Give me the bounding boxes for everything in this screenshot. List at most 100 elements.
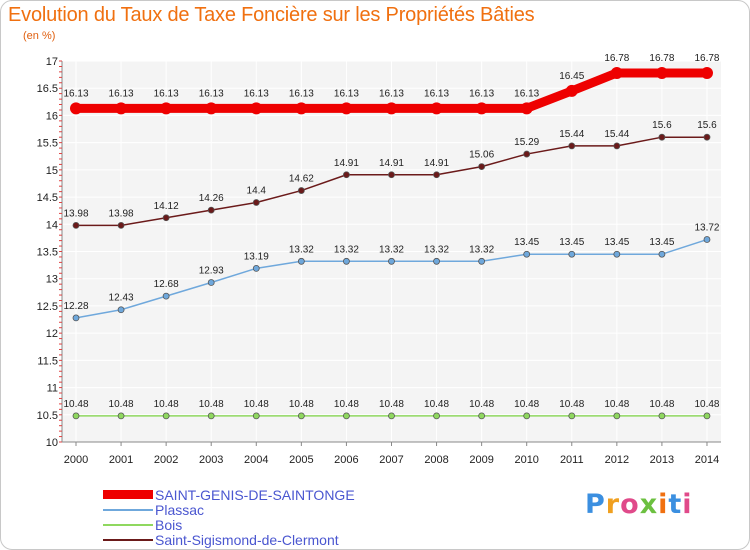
y-tick-label: 10.5	[37, 410, 58, 422]
data-label: 14.62	[289, 174, 314, 185]
data-point	[207, 206, 215, 214]
data-point	[385, 102, 398, 115]
data-label: 14.91	[334, 158, 359, 169]
data-label: 10.48	[379, 399, 404, 410]
y-tick-label: 12.5	[37, 301, 58, 313]
y-tick-label: 16	[46, 110, 58, 122]
data-label: 10.48	[289, 399, 314, 410]
x-tick-label: 2009	[469, 454, 493, 466]
line-chart: 10 10.5 11 11.5 12 12.5 13 13.5 14 14.5 15 15.5 16 16…	[37, 53, 721, 466]
data-point	[565, 84, 578, 97]
data-point	[207, 279, 215, 286]
data-label: 13.19	[244, 251, 269, 262]
x-tick-label: 2006	[334, 454, 358, 466]
data-label: 13.32	[379, 244, 404, 255]
data-point	[252, 199, 260, 206]
data-point	[162, 214, 170, 222]
data-point	[117, 412, 125, 420]
y-tick-label: 10	[46, 437, 58, 449]
data-label: 13.45	[514, 237, 539, 248]
y-tick-label: 11.5	[37, 355, 58, 367]
data-label: 15.6	[697, 120, 717, 131]
data-label: 16.13	[154, 88, 179, 99]
data-point	[343, 412, 350, 420]
data-label: 13.45	[559, 237, 584, 248]
data-point	[658, 250, 666, 258]
y-tick-label: 17	[46, 56, 58, 68]
data-label: 13.45	[649, 237, 674, 248]
data-point	[475, 102, 488, 115]
data-label: 14.4	[247, 186, 267, 197]
data-point	[205, 102, 218, 115]
data-point	[70, 102, 82, 115]
x-tick-label: 2008	[424, 454, 448, 466]
data-label: 15.29	[514, 137, 539, 148]
data-point	[162, 412, 170, 420]
data-point	[297, 412, 305, 420]
legend-label: Plassac	[155, 502, 205, 518]
legend-swatch	[103, 539, 153, 541]
chart-unit-label: (en %)	[23, 30, 56, 42]
data-point	[297, 187, 305, 194]
data-label: 15.44	[604, 129, 629, 140]
x-tick-label: 2014	[695, 454, 719, 466]
data-point	[162, 292, 170, 300]
x-tick-label: 2010	[514, 454, 538, 466]
data-label: 15.44	[559, 129, 584, 140]
y-tick-label: 16.5	[37, 83, 58, 95]
data-label: 13.98	[63, 208, 88, 219]
x-tick-label: 2000	[64, 454, 88, 466]
data-point	[343, 257, 350, 265]
data-label: 10.48	[63, 399, 88, 410]
data-point	[568, 250, 576, 258]
data-point	[117, 221, 125, 229]
data-point	[295, 102, 308, 115]
data-point	[658, 412, 666, 420]
y-tick-label: 12	[46, 328, 58, 340]
data-label: 16.13	[514, 88, 539, 99]
data-label: 10.48	[154, 399, 179, 410]
data-label: 16.45	[559, 71, 584, 82]
data-label: 10.48	[244, 399, 269, 410]
data-label: 16.78	[604, 53, 629, 64]
data-label: 10.48	[334, 399, 359, 410]
data-label: 16.13	[334, 88, 359, 99]
data-label: 15.6	[652, 120, 672, 131]
data-point	[520, 102, 533, 115]
data-label: 14.26	[199, 193, 224, 204]
data-point	[478, 257, 486, 265]
data-point	[433, 257, 440, 265]
x-tick-label: 2004	[244, 454, 268, 466]
y-tick-label: 15	[46, 165, 58, 177]
data-point	[430, 102, 443, 115]
data-point	[433, 412, 440, 420]
data-label: 13.72	[694, 223, 719, 234]
data-label: 16.78	[694, 53, 719, 64]
logo-letter: P	[585, 489, 606, 520]
data-point	[658, 133, 666, 141]
data-point	[117, 306, 125, 314]
y-tick-label: 14	[46, 219, 58, 231]
data-point	[72, 314, 80, 322]
data-point	[250, 102, 263, 115]
data-point	[388, 257, 395, 265]
data-point	[478, 412, 486, 420]
data-label: 10.48	[109, 399, 134, 410]
data-label: 16.13	[63, 88, 88, 99]
data-point	[700, 66, 713, 79]
data-label: 10.48	[424, 399, 449, 410]
y-tick-label: 15.5	[37, 138, 58, 150]
data-point	[297, 257, 305, 265]
logo-letter: x	[639, 489, 659, 520]
data-point	[523, 150, 531, 158]
data-label: 10.48	[199, 399, 224, 410]
data-point	[343, 171, 350, 179]
data-point	[207, 412, 215, 420]
data-point	[252, 412, 260, 420]
data-label: 12.28	[63, 301, 88, 312]
data-point	[703, 412, 711, 420]
x-tick-label: 2001	[109, 454, 133, 466]
data-point	[568, 142, 576, 150]
data-label: 15.06	[469, 150, 494, 161]
y-tick-label: 13.5	[37, 247, 58, 259]
